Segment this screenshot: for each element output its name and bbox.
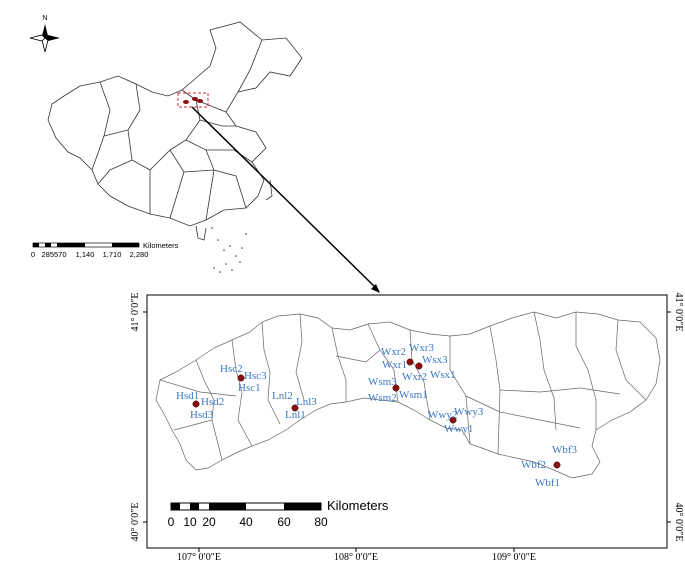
site-label: Hsd3 bbox=[190, 409, 214, 421]
longitude-label: 107° 0′0″E bbox=[177, 552, 221, 561]
overview-scale-bar: 0 285570 1,140 1,710 2,280 Kilometers bbox=[31, 241, 179, 259]
latitude-label-right: 41° 0′0″E bbox=[673, 293, 684, 332]
site-label: Lnl3 bbox=[296, 396, 317, 408]
site-label: Hsd1 bbox=[176, 390, 199, 402]
site-label: Lnl1 bbox=[285, 409, 306, 421]
overview-site-markers bbox=[183, 97, 203, 104]
site-marker-hsc bbox=[237, 374, 245, 382]
site-label: Lnl2 bbox=[272, 390, 293, 402]
site-label: Wbf1 bbox=[535, 477, 560, 489]
detail-tick-0: 0 bbox=[168, 515, 175, 529]
site-label: Wsm3 bbox=[368, 376, 397, 388]
site-label: Wbf2 bbox=[521, 459, 546, 471]
connector-arrow bbox=[191, 106, 379, 291]
overview-tick-3: 1,710 bbox=[103, 250, 122, 259]
longitude-label: 108° 0′0″E bbox=[334, 552, 378, 561]
site-label: Wxr2 bbox=[402, 371, 427, 383]
latitude-label-right: 40° 0′0″E bbox=[673, 503, 684, 542]
site-marker-hsd bbox=[192, 400, 200, 408]
site-label: Hsc3 bbox=[244, 370, 267, 382]
south-sea-islands bbox=[211, 227, 247, 273]
site-label: Wxr2 bbox=[381, 346, 406, 358]
site-marker-lnl bbox=[291, 404, 299, 412]
latitude-label-left: 40° 0′0″E bbox=[130, 503, 141, 542]
overview-tick-4: 2,280 bbox=[130, 250, 149, 259]
site-label: Wsm2 bbox=[368, 392, 397, 404]
site-label: Wsm1 bbox=[399, 389, 428, 401]
site-marker-wwy bbox=[449, 416, 457, 424]
detail-tick-1: 10 bbox=[183, 515, 197, 529]
overview-tick-2: 1,140 bbox=[76, 250, 95, 259]
china-overview-map bbox=[47, 21, 303, 241]
detail-tick-2: 20 bbox=[202, 515, 216, 529]
connector-arrow-head-icon bbox=[371, 284, 380, 293]
detail-tick-3: 40 bbox=[239, 515, 253, 529]
detail-tick-5: 80 bbox=[314, 515, 328, 529]
detail-scale-unit: Kilometers bbox=[327, 498, 389, 513]
frame-ticks bbox=[143, 311, 671, 552]
site-marker-wsm bbox=[392, 384, 400, 392]
site-label: Wwy1 bbox=[444, 423, 473, 435]
site-marker-wsx bbox=[415, 362, 423, 370]
north-label: N bbox=[42, 13, 47, 22]
latitude-label-left: 41° 0′0″E bbox=[130, 293, 141, 332]
site-label: Wxr1 bbox=[382, 359, 407, 371]
site-label: Wsx3 bbox=[422, 354, 448, 366]
study-area-highlight-box bbox=[177, 92, 209, 108]
site-label: Wbf3 bbox=[552, 444, 578, 456]
site-label: Hsc1 bbox=[238, 382, 261, 394]
site-label: Wxr3 bbox=[409, 342, 435, 354]
north-arrow-icon: N bbox=[29, 13, 60, 53]
site-label: Wsx1 bbox=[430, 369, 456, 381]
detail-tick-4: 60 bbox=[277, 515, 291, 529]
overview-tick-1: 285570 bbox=[41, 250, 66, 259]
site-label: Wwy3 bbox=[454, 406, 484, 418]
site-marker-wbf bbox=[553, 461, 561, 469]
detail-site-markers bbox=[192, 358, 561, 469]
overview-scale-unit: Kilometers bbox=[143, 241, 179, 250]
detail-scale-bar: 0 10 20 40 60 80 Kilometers bbox=[168, 498, 389, 529]
site-label: Hsd2 bbox=[201, 396, 224, 408]
site-label: Hsc2 bbox=[220, 363, 243, 375]
site-label: Wwy2 bbox=[428, 409, 457, 421]
overview-tick-0: 0 bbox=[31, 250, 35, 259]
site-labels: Hsc2 Hsc3 Hsc1 Hsd1 Hsd2 Hsd3 Lnl2 Lnl3 … bbox=[176, 342, 578, 489]
site-marker-wxr bbox=[406, 358, 414, 366]
longitude-label: 109° 0′0″E bbox=[492, 552, 536, 561]
